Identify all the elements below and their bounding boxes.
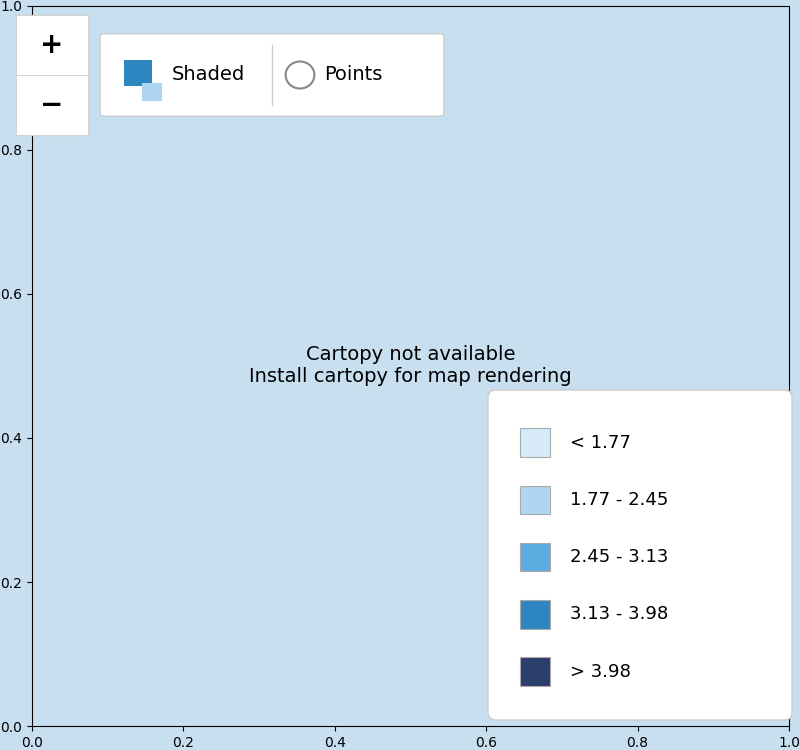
Text: 1.77 - 2.45: 1.77 - 2.45 xyxy=(570,490,669,508)
Text: < 1.77: < 1.77 xyxy=(570,433,631,451)
Text: 2.45 - 3.13: 2.45 - 3.13 xyxy=(570,548,669,566)
Text: Shaded: Shaded xyxy=(172,65,246,85)
Text: +: + xyxy=(40,31,64,59)
Text: > 3.98: > 3.98 xyxy=(570,662,631,680)
Text: Points: Points xyxy=(324,65,382,85)
Text: 3.13 - 3.98: 3.13 - 3.98 xyxy=(570,605,669,623)
Text: Cartopy not available
Install cartopy for map rendering: Cartopy not available Install cartopy fo… xyxy=(249,346,572,386)
Text: −: − xyxy=(40,91,64,119)
